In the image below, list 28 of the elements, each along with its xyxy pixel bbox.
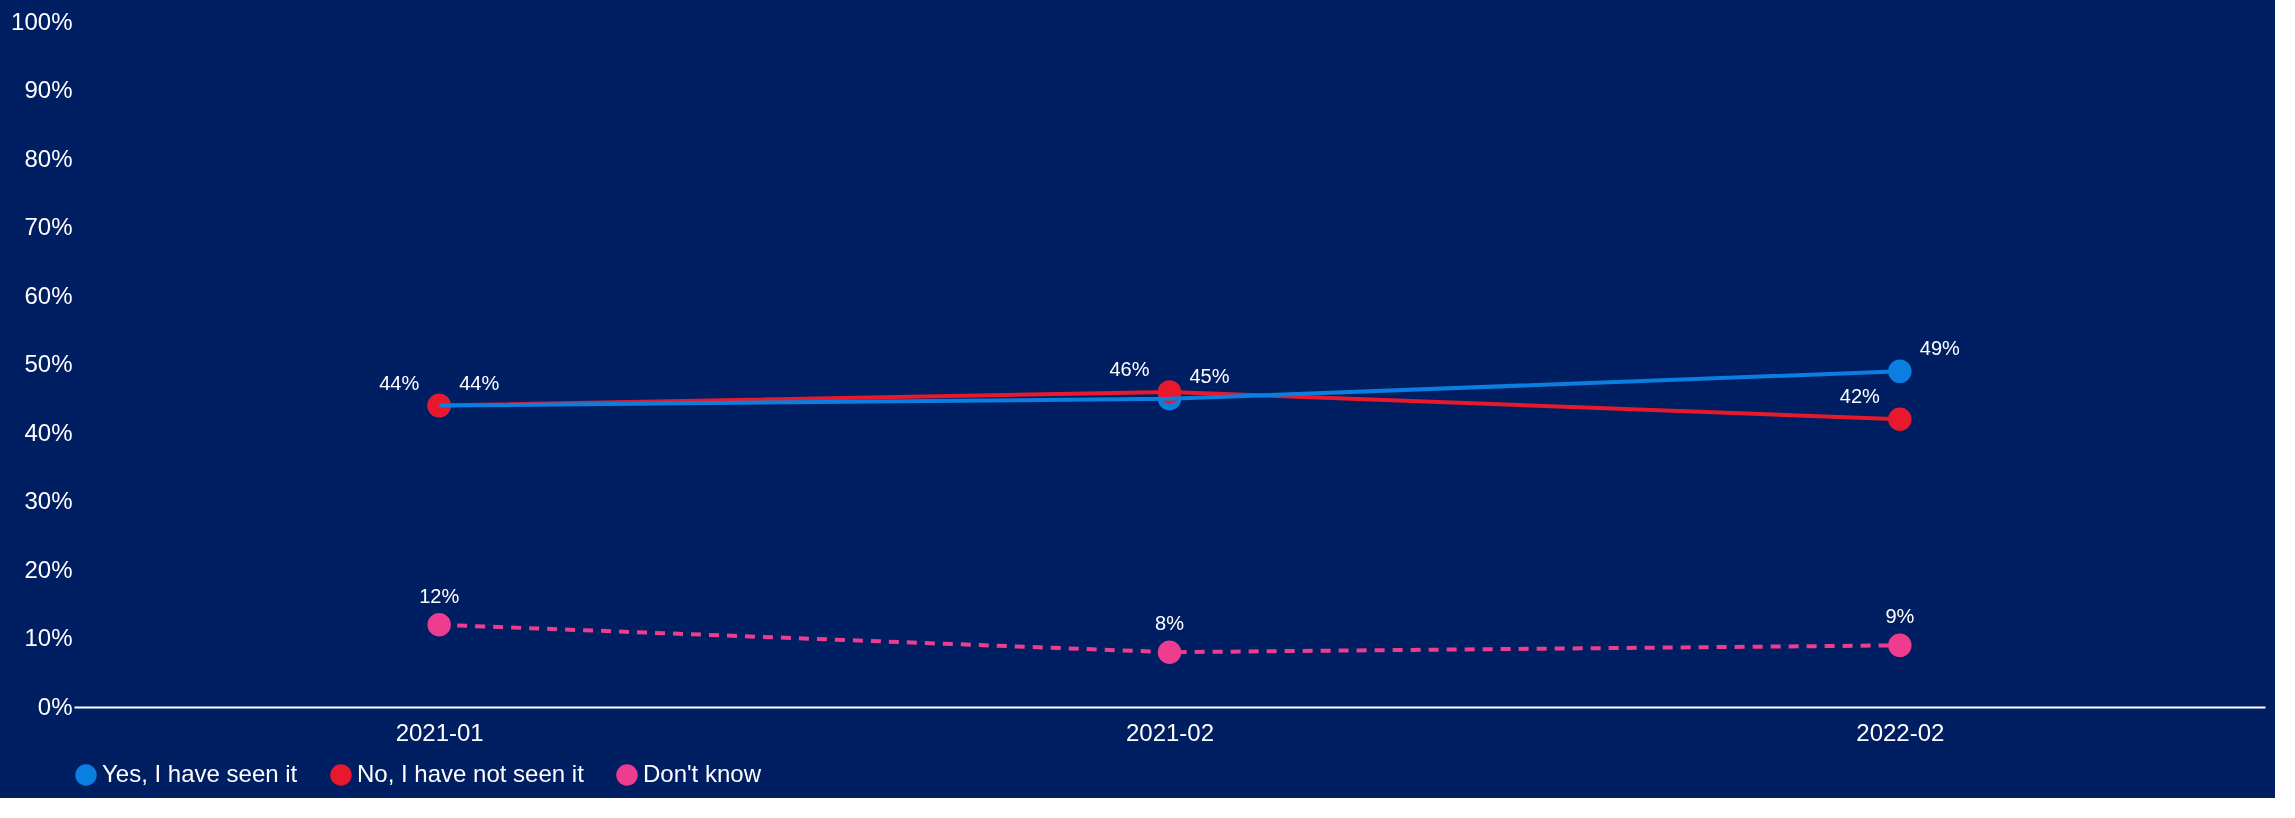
data-label: 8%	[1155, 612, 1185, 635]
data-label: 9%	[1885, 605, 1915, 628]
data-label: 42%	[1839, 385, 1881, 408]
data-label: 44%	[379, 371, 420, 394]
x-tick-label: 2021-01	[395, 718, 484, 746]
legend-label: No, I have not seen it	[357, 760, 585, 787]
y-tick-label: 30%	[24, 487, 73, 514]
data-label: 12%	[419, 584, 460, 607]
x-tick-label: 2021-02	[1125, 718, 1215, 746]
legend-label: Yes, I have seen it	[102, 760, 298, 787]
data-label: 45%	[1189, 364, 1230, 387]
point	[1888, 633, 1912, 658]
y-tick-label: 10%	[24, 624, 73, 651]
y-tick-label: 40%	[24, 418, 73, 446]
data-label: 44%	[459, 371, 500, 394]
y-tick-label: 0%	[37, 692, 73, 720]
x-tick-label: 2022-02	[1856, 718, 1945, 746]
y-tick-label: 50%	[24, 350, 73, 377]
y-tick-label: 70%	[24, 213, 73, 240]
y-tick-label: 20%	[24, 555, 73, 583]
data-label: 49%	[1919, 337, 1961, 360]
y-tick-label: 60%	[24, 281, 73, 309]
point	[427, 613, 451, 637]
data-label: 46%	[1109, 357, 1150, 380]
y-tick-label: 80%	[24, 144, 73, 172]
y-tick-label: 90%	[24, 76, 73, 103]
y-tick-label: 100%	[11, 7, 73, 35]
legend-label: Don't know	[643, 760, 762, 787]
